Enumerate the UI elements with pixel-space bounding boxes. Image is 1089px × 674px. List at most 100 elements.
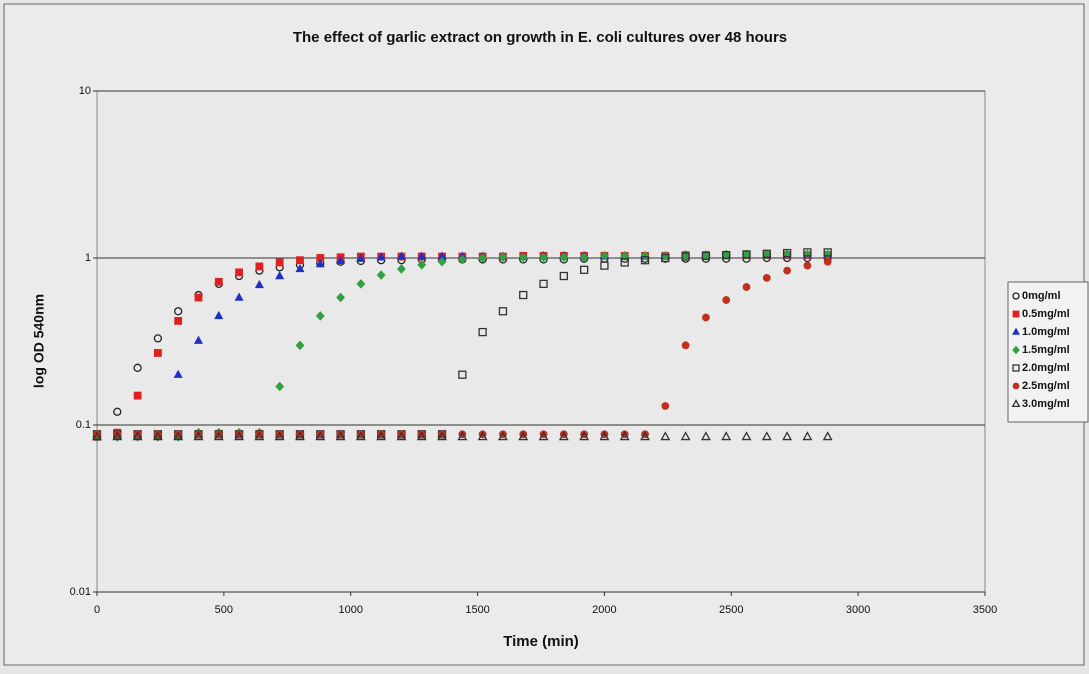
data-point bbox=[315, 431, 326, 441]
data-point bbox=[133, 363, 142, 372]
data-point bbox=[661, 402, 670, 410]
data-point bbox=[478, 327, 487, 337]
legend-marker bbox=[1012, 364, 1020, 372]
data-point bbox=[214, 310, 224, 320]
data-point bbox=[213, 431, 224, 441]
data-point bbox=[396, 251, 406, 260]
data-point bbox=[254, 431, 265, 441]
data-point bbox=[275, 258, 284, 267]
data-point bbox=[579, 431, 590, 441]
data-point bbox=[701, 251, 711, 261]
data-point bbox=[619, 431, 630, 441]
x-tick-label: 500 bbox=[215, 604, 233, 616]
data-point bbox=[335, 431, 346, 441]
y-tick-label: 10 bbox=[79, 85, 91, 97]
data-point bbox=[315, 259, 325, 268]
data-point bbox=[559, 252, 569, 263]
data-point bbox=[477, 431, 488, 441]
data-point bbox=[822, 431, 833, 441]
y-tick-label: 0.1 bbox=[76, 419, 91, 431]
data-point bbox=[761, 431, 772, 441]
data-point bbox=[498, 252, 508, 263]
data-point bbox=[193, 335, 204, 344]
data-point bbox=[376, 431, 387, 441]
data-point bbox=[640, 431, 650, 441]
data-point bbox=[234, 431, 245, 441]
data-point bbox=[376, 270, 386, 280]
data-point bbox=[762, 249, 772, 260]
data-point bbox=[478, 253, 488, 263]
data-point bbox=[194, 293, 203, 302]
data-point bbox=[599, 431, 610, 441]
data-point bbox=[823, 257, 832, 266]
data-point bbox=[558, 431, 569, 441]
data-point bbox=[92, 431, 102, 441]
data-point bbox=[336, 292, 345, 303]
data-point bbox=[315, 311, 325, 321]
data-point bbox=[680, 431, 691, 441]
x-tick-label: 3500 bbox=[973, 604, 997, 616]
legend-label: 0.5mg/ml bbox=[1022, 308, 1070, 320]
data-point bbox=[681, 341, 690, 350]
legend-label: 2.0mg/ml bbox=[1022, 362, 1070, 374]
data-point bbox=[782, 248, 792, 258]
data-point bbox=[803, 248, 812, 257]
data-point bbox=[356, 253, 366, 262]
y-tick-label: 0.01 bbox=[70, 586, 91, 598]
data-point bbox=[234, 292, 244, 301]
legend-box bbox=[1007, 281, 1089, 423]
data-point bbox=[620, 251, 630, 261]
data-point bbox=[538, 431, 549, 441]
data-point bbox=[640, 251, 650, 261]
data-point bbox=[458, 370, 467, 379]
data-point bbox=[782, 431, 793, 441]
data-point bbox=[132, 431, 143, 441]
data-point bbox=[153, 334, 163, 343]
data-point bbox=[762, 274, 771, 282]
data-point bbox=[559, 271, 568, 281]
data-point bbox=[457, 254, 467, 265]
data-point bbox=[741, 431, 752, 441]
data-point bbox=[153, 349, 162, 357]
data-point bbox=[802, 431, 813, 441]
data-point bbox=[518, 252, 528, 263]
y-tick-label: 1 bbox=[85, 252, 91, 264]
legend-marker bbox=[1012, 345, 1020, 355]
plot-area bbox=[96, 90, 986, 593]
data-point bbox=[214, 277, 223, 286]
data-point bbox=[355, 431, 366, 441]
data-point bbox=[112, 431, 123, 441]
data-point bbox=[497, 431, 508, 441]
data-point bbox=[579, 265, 589, 274]
data-point bbox=[174, 307, 183, 316]
data-point bbox=[356, 279, 366, 289]
chart-title: The effect of garlic extract on growth i… bbox=[293, 29, 787, 46]
data-point bbox=[295, 340, 305, 351]
data-point bbox=[640, 256, 650, 265]
data-point bbox=[113, 407, 122, 416]
data-point bbox=[235, 268, 243, 277]
data-point bbox=[295, 431, 305, 441]
data-point bbox=[152, 431, 163, 441]
data-point bbox=[722, 296, 731, 304]
x-tick-label: 1000 bbox=[338, 604, 362, 616]
x-tick-label: 1500 bbox=[465, 604, 489, 616]
data-point bbox=[661, 253, 670, 263]
data-point bbox=[742, 250, 751, 259]
data-point bbox=[275, 270, 285, 280]
legend-label: 0mg/ml bbox=[1022, 290, 1061, 302]
data-point bbox=[173, 431, 184, 441]
legend-marker bbox=[1011, 399, 1021, 408]
legend-marker bbox=[1012, 382, 1020, 390]
data-point bbox=[174, 317, 183, 325]
data-point bbox=[539, 279, 548, 289]
data-point bbox=[417, 260, 427, 270]
data-point bbox=[295, 263, 305, 273]
data-point bbox=[416, 431, 427, 441]
data-point bbox=[742, 283, 751, 291]
data-point bbox=[600, 251, 609, 261]
x-tick-label: 2500 bbox=[719, 604, 743, 616]
x-axis-title: Time (min) bbox=[503, 633, 579, 650]
data-point bbox=[762, 249, 771, 258]
